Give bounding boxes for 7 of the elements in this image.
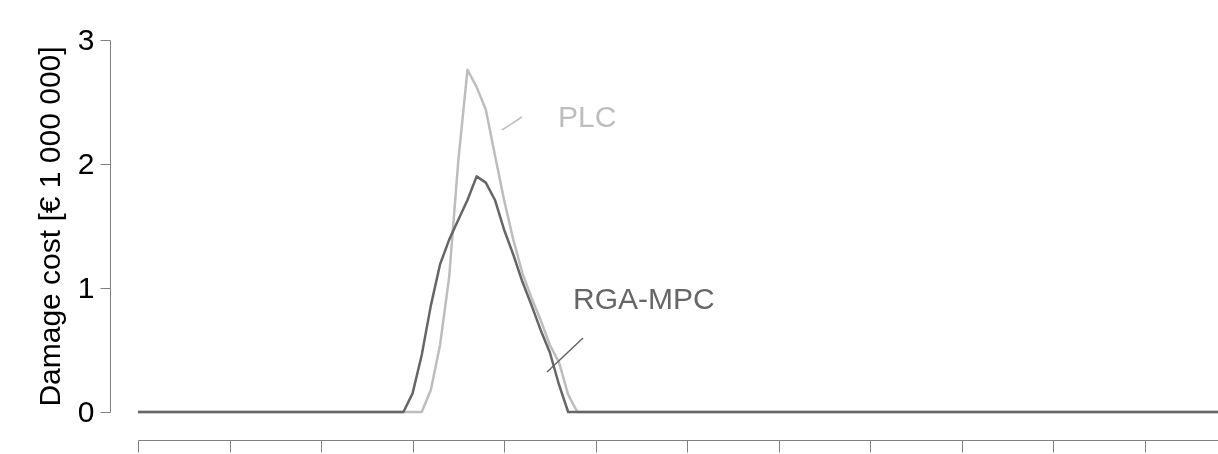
y-axis-title: Damage cost [€ 1 000 000]: [32, 46, 66, 407]
y-tick-label: 3: [77, 22, 95, 56]
series-label: RGA-MPC: [573, 282, 715, 315]
y-tick-label: 1: [77, 270, 95, 304]
y-tick-label: 2: [77, 146, 95, 180]
y-tick-label: 0: [77, 394, 95, 428]
legend-label: PLC: [558, 100, 617, 133]
